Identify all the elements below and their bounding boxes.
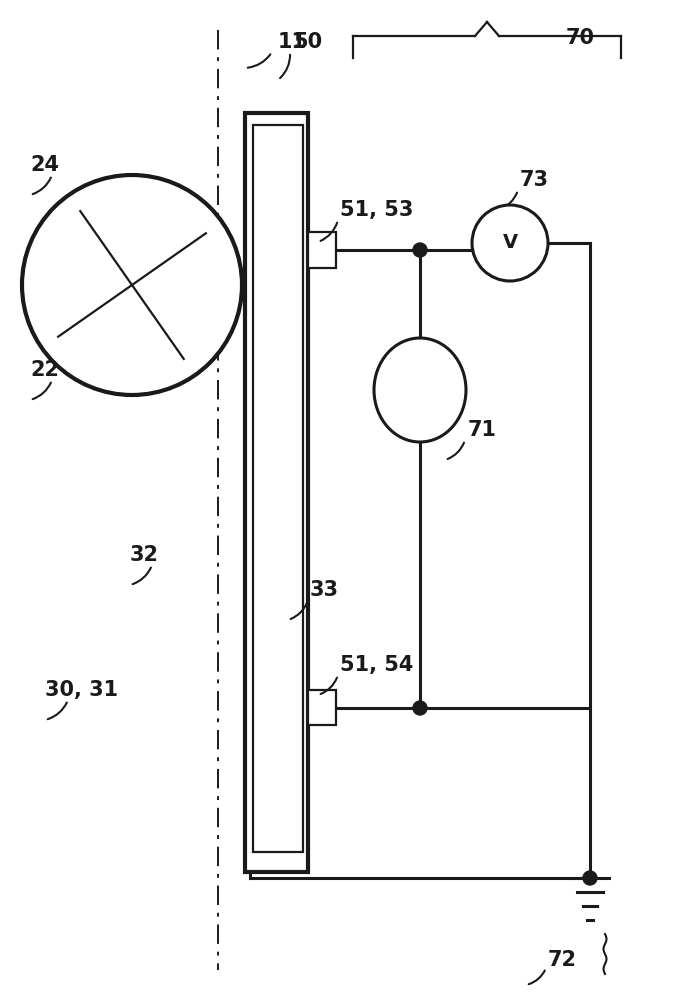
Circle shape (413, 243, 427, 257)
Bar (308, 690, 336, 725)
Text: 30, 31: 30, 31 (45, 680, 118, 700)
Text: 73: 73 (520, 170, 549, 190)
Bar (253, 125, 303, 852)
Bar (308, 232, 336, 268)
Text: 51, 54: 51, 54 (340, 655, 413, 675)
Text: 50: 50 (293, 32, 322, 52)
Text: 70: 70 (566, 28, 594, 48)
Circle shape (472, 205, 548, 281)
Text: 32: 32 (130, 545, 159, 565)
Circle shape (22, 175, 242, 395)
Text: 22: 22 (30, 360, 59, 380)
Text: 71: 71 (468, 420, 497, 440)
Bar (245, 113, 308, 872)
Circle shape (583, 871, 597, 885)
Text: 72: 72 (548, 950, 577, 970)
Text: 24: 24 (30, 155, 59, 175)
Text: 51, 53: 51, 53 (340, 200, 413, 220)
Text: 11: 11 (278, 32, 307, 52)
Circle shape (413, 701, 427, 715)
Ellipse shape (374, 338, 466, 442)
Text: 33: 33 (310, 580, 339, 600)
Text: V: V (503, 233, 518, 252)
